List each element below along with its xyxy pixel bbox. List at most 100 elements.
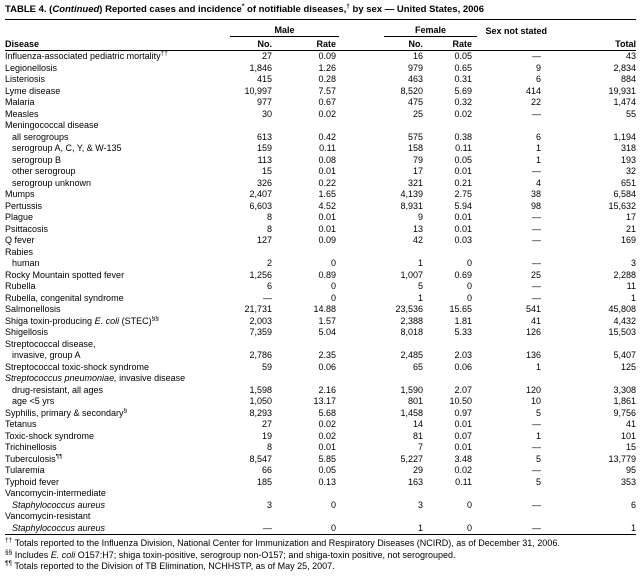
total-cell bbox=[547, 373, 636, 385]
female-no-cell bbox=[384, 488, 428, 500]
table-row: Rocky Mountain spotted fever 1,256 0.89 1,0… bbox=[5, 270, 636, 282]
column-gap bbox=[339, 201, 384, 213]
total-cell bbox=[547, 247, 636, 259]
female-rate-cell: 0.01 bbox=[454, 419, 473, 429]
table-row: human 2 0 1 0 — 3 bbox=[5, 258, 636, 270]
footnote-tb: ¶¶ Totals reported to the Division of TB… bbox=[5, 560, 335, 571]
total-cell: 13,779 bbox=[608, 453, 637, 464]
sex-not-stated-cell: — bbox=[532, 212, 542, 222]
table-row: Plague 8 0.01 9 0.01 — 17 bbox=[5, 212, 636, 224]
table-row: Typhoid fever 185 0.13 163 0.11 5 353 bbox=[5, 477, 636, 489]
sex-not-stated-cell: 6 bbox=[536, 131, 542, 142]
column-gap bbox=[339, 235, 384, 247]
male-rate-cell bbox=[275, 511, 339, 523]
female-no-cell: 17 bbox=[413, 166, 424, 176]
male-no-cell: 8,547 bbox=[249, 453, 272, 464]
sex-not-stated-header: Sex not stated bbox=[485, 25, 548, 36]
total-cell: 6,584 bbox=[613, 189, 637, 199]
sex-not-stated-cell: — bbox=[532, 442, 542, 452]
disease-cell: serogroup unknown bbox=[12, 177, 92, 188]
female-rate-cell bbox=[428, 511, 477, 523]
total-cell: 1,861 bbox=[613, 396, 637, 406]
female-no-cell bbox=[384, 247, 428, 259]
column-gap bbox=[339, 86, 384, 98]
sex-not-stated-cell: — bbox=[532, 292, 542, 303]
total-cell: 1 bbox=[631, 522, 637, 533]
table-row: Q fever 127 0.09 42 0.03 — 169 bbox=[5, 235, 636, 247]
table-row: Staphylococcus aureus — 0 1 0 — 1 bbox=[5, 523, 636, 535]
male-rate-cell: 4.52 bbox=[318, 200, 337, 211]
female-rate-cell: 0 bbox=[467, 281, 473, 291]
male-no-cell: 6,603 bbox=[249, 200, 272, 211]
column-gap bbox=[339, 178, 384, 190]
male-rate-cell: 0.02 bbox=[318, 108, 337, 119]
female-no-cell: 7 bbox=[418, 442, 424, 452]
disease-cell: Listeriosis bbox=[5, 74, 46, 84]
female-rate-cell: 2.03 bbox=[454, 350, 473, 360]
disease-cell: Lyme disease bbox=[5, 85, 61, 96]
male-rate-cell: 0.89 bbox=[318, 269, 337, 280]
female-no-cell: 321 bbox=[407, 177, 424, 188]
female-rate-cell: 0.11 bbox=[455, 143, 473, 153]
disease-cell: drug-resistant, all ages bbox=[12, 384, 104, 395]
table-row: Staphylococcus aureus 3 0 3 0 — 6 bbox=[5, 500, 636, 512]
male-rate-cell: 0 bbox=[331, 499, 337, 510]
male-no-cell: 2,003 bbox=[249, 315, 272, 326]
total-cell: 125 bbox=[620, 361, 637, 372]
male-no-cell: — bbox=[263, 292, 272, 303]
table-row: age <5 yrs 1,050 13.17 801 10.50 10 1,861 bbox=[5, 396, 636, 408]
female-no-cell: 801 bbox=[407, 396, 424, 406]
sex-not-stated-cell: — bbox=[532, 51, 542, 61]
column-gap bbox=[339, 109, 384, 121]
column-gap bbox=[339, 97, 384, 109]
column-gap bbox=[339, 281, 384, 293]
male-rate-cell: 0.02 bbox=[318, 430, 337, 441]
male-rate-cell: 0.11 bbox=[319, 143, 337, 153]
total-cell: 55 bbox=[626, 108, 637, 119]
female-no-cell bbox=[384, 120, 428, 132]
total-cell: 193 bbox=[620, 154, 637, 165]
table-row: Tuberculosis¶¶ 8,547 5.85 5,227 3.48 5 13,779 bbox=[5, 454, 636, 466]
male-rate-cell bbox=[275, 339, 339, 351]
male-rate-cell: 0 bbox=[331, 292, 337, 303]
sex-not-stated-cell: — bbox=[532, 499, 542, 510]
female-rate-cell: 5.94 bbox=[454, 200, 473, 211]
table-row: Shigellosis 7,359 5.04 8,018 5.33 126 15,503 bbox=[5, 327, 636, 339]
female-no-cell: 9 bbox=[418, 212, 424, 222]
male-no-cell: 8 bbox=[266, 442, 272, 452]
female-rate-cell: 0.02 bbox=[454, 465, 473, 475]
disease-cell: serogroup A, C, Y, & W-135 bbox=[12, 143, 122, 153]
disease-header: Disease bbox=[5, 36, 230, 51]
sex-not-stated-cell: 1 bbox=[536, 143, 542, 153]
disease-cell: Syphilis, primary & secondary§ bbox=[5, 407, 128, 418]
column-gap bbox=[339, 465, 384, 477]
female-no-cell: 13 bbox=[413, 223, 424, 234]
column-gap bbox=[339, 189, 384, 201]
table-row: serogroup A, C, Y, & W-135 159 0.11 158 0.11… bbox=[5, 143, 636, 155]
disease-cell: age <5 yrs bbox=[12, 396, 55, 406]
sex-not-stated-cell bbox=[477, 511, 547, 523]
male-no-cell: 2 bbox=[266, 258, 272, 268]
table-row: Syphilis, primary & secondary§ 8,293 5.68 1… bbox=[5, 408, 636, 420]
column-gap bbox=[339, 511, 384, 523]
female-no-cell: 8,931 bbox=[400, 200, 424, 211]
total-cell: 2,288 bbox=[613, 269, 637, 280]
footnote-influenza: †† Totals reported to the Influenza Divi… bbox=[5, 537, 560, 548]
disease-cell: Rubella, congenital syndrome bbox=[5, 292, 124, 303]
disease-cell: Rubella bbox=[5, 281, 36, 291]
female-rate-cell: 0.31 bbox=[454, 74, 473, 84]
total-cell: 11 bbox=[626, 281, 637, 291]
column-gap bbox=[339, 143, 384, 155]
female-group-label: Female bbox=[415, 25, 447, 35]
female-no-cell bbox=[384, 339, 428, 351]
disease-cell: Streptococcus pneumoniae, invasive disea… bbox=[5, 373, 186, 383]
male-rate-cell: 0.01 bbox=[318, 442, 337, 452]
table-row: serogroup unknown 326 0.22 321 0.21 4 651 bbox=[5, 178, 636, 190]
female-rate-cell: 0.01 bbox=[454, 212, 473, 222]
female-group-header: Female bbox=[384, 19, 478, 37]
disease-cell: Psittacosis bbox=[5, 223, 49, 234]
male-rate-cell: 5.85 bbox=[318, 453, 337, 464]
female-no-cell bbox=[384, 373, 428, 385]
column-gap bbox=[339, 488, 384, 500]
table-header: Male Female Sex not stated Disease No. R… bbox=[5, 19, 637, 51]
